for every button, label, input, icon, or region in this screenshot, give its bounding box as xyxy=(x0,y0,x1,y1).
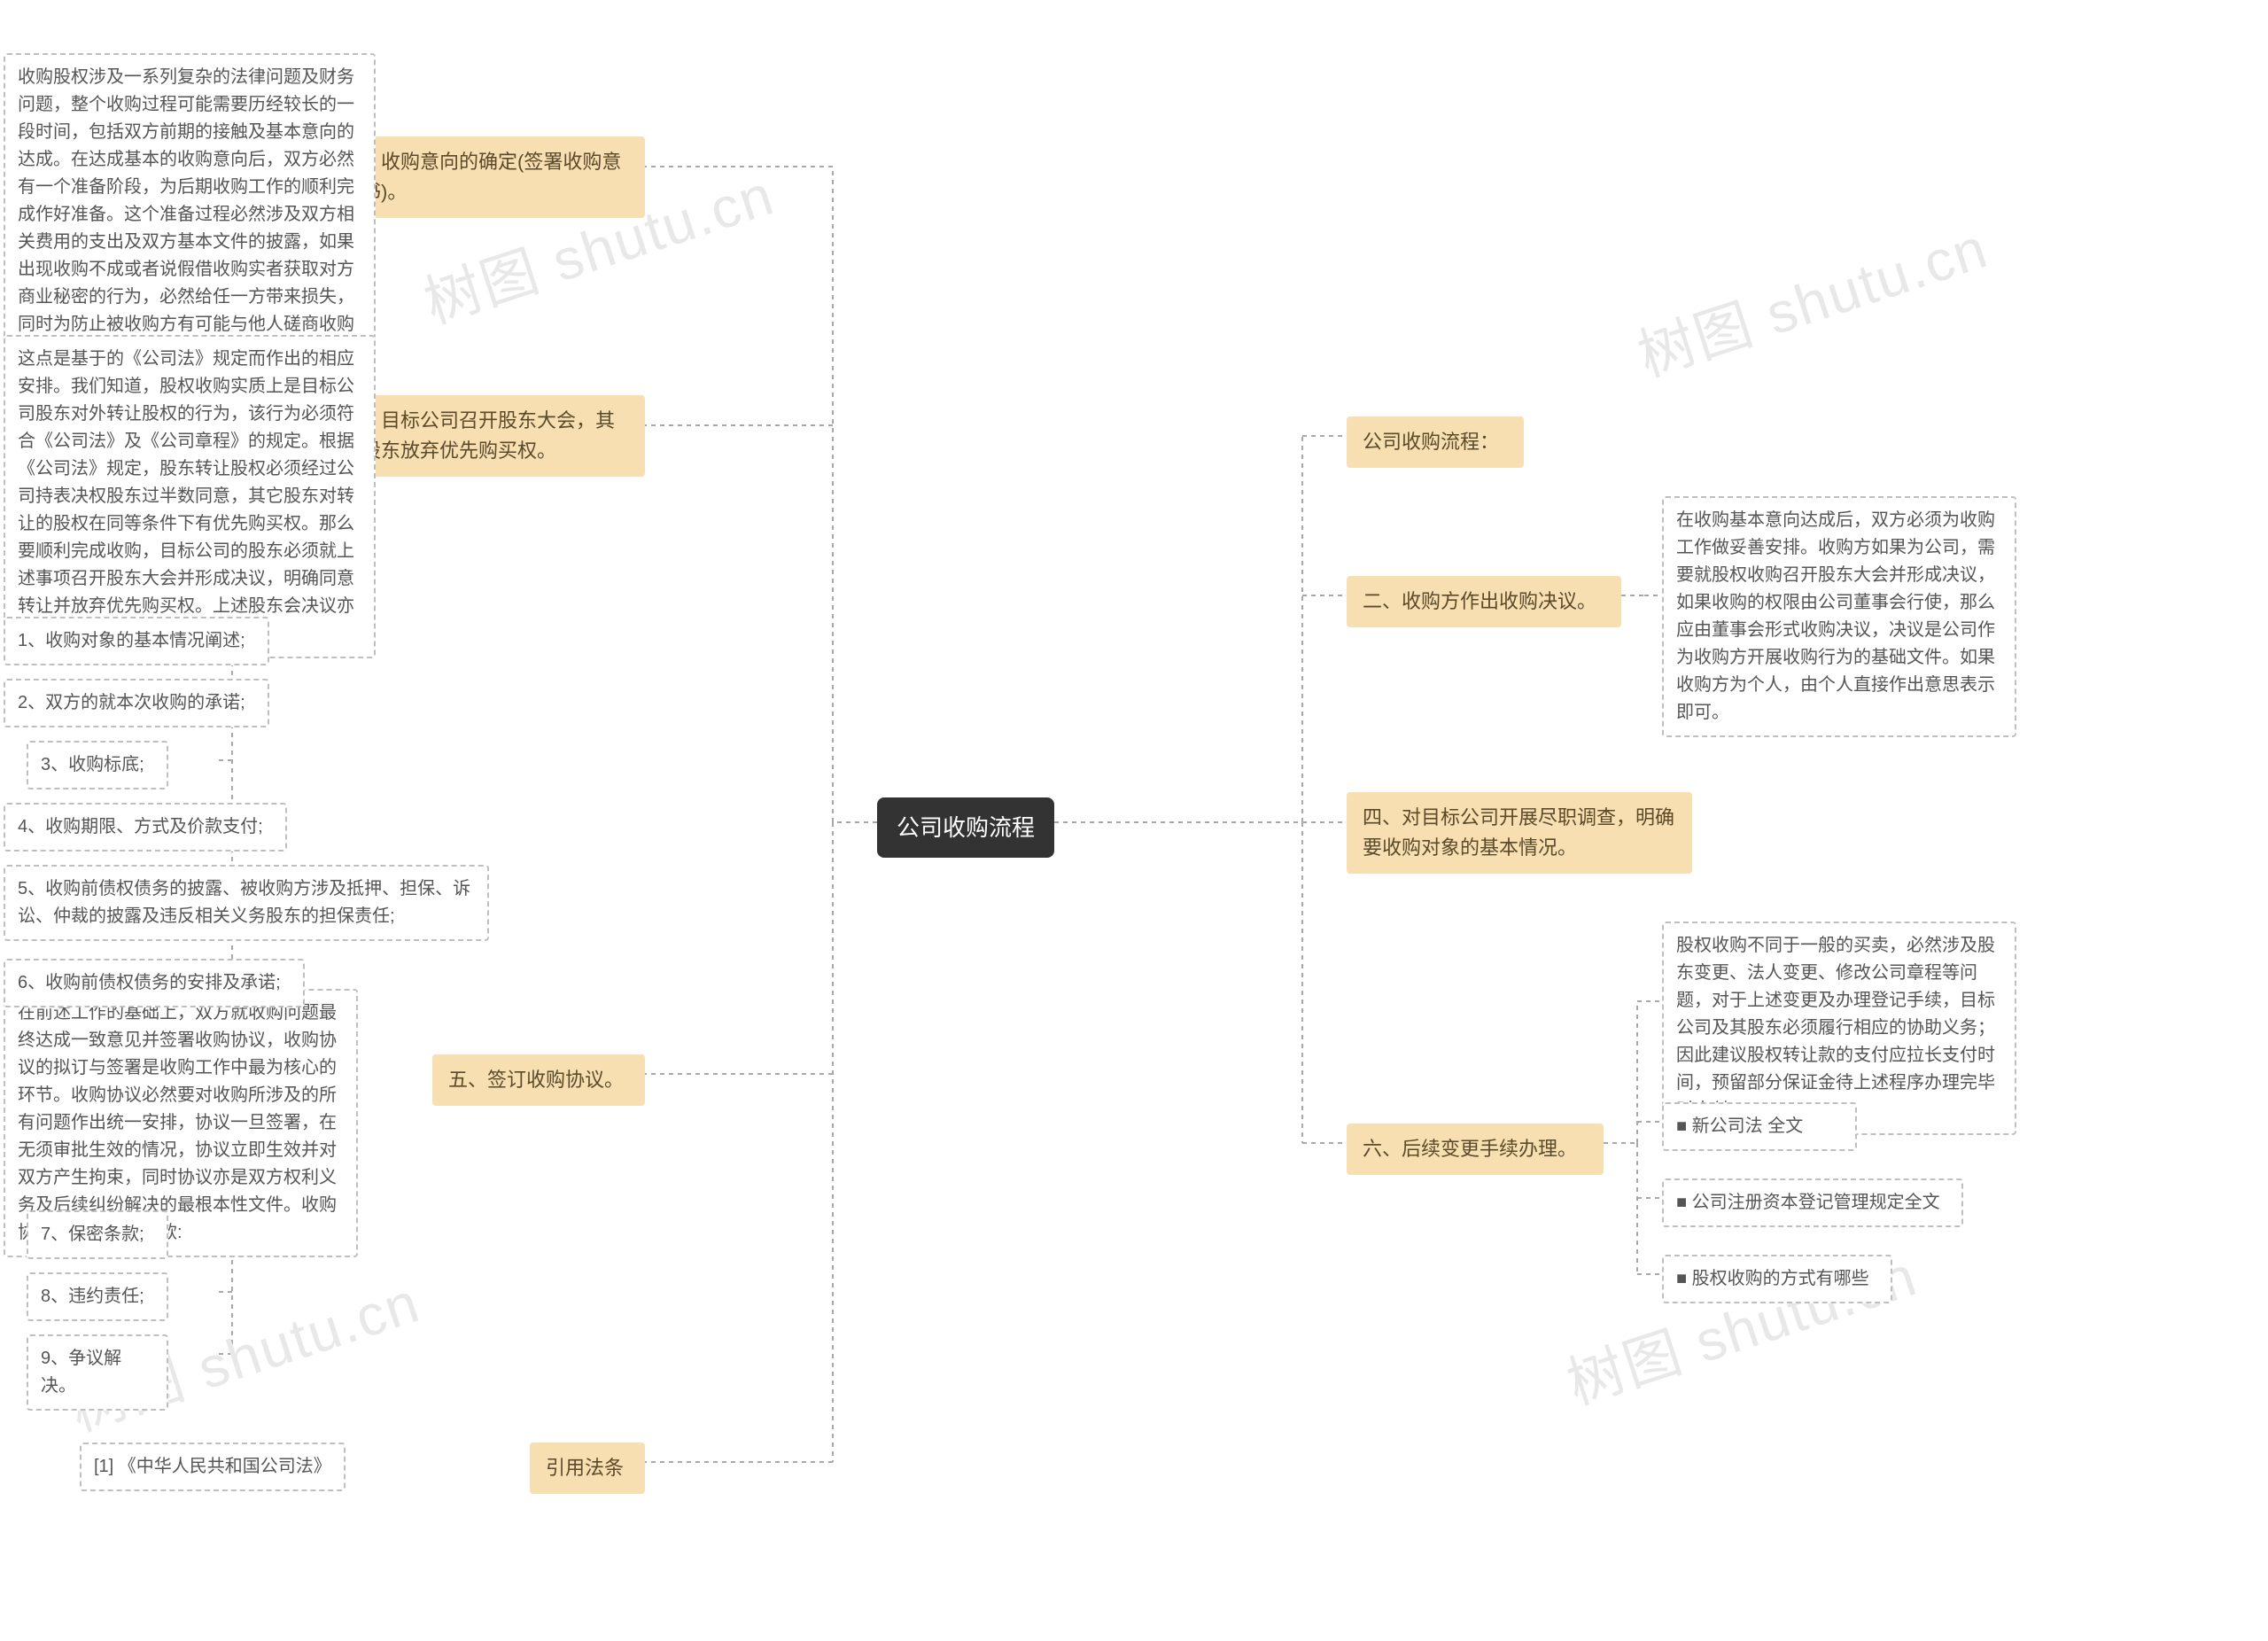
clause-6: 6、收购前债权债务的安排及承诺; xyxy=(4,959,305,1007)
clause-4: 4、收购期限、方式及价款支付; xyxy=(4,803,287,852)
related-link-2[interactable]: ■ 公司注册资本登记管理规定全文 xyxy=(1662,1178,1963,1227)
clause-5: 5、收购前债权债务的披露、被收购方涉及抵押、担保、诉讼、仲裁的披露及违反相关义务… xyxy=(4,865,489,941)
watermark: 树图 shutu.cn xyxy=(1627,203,1997,393)
clause-1: 1、收购对象的基本情况阐述; xyxy=(4,617,269,665)
clause-3: 3、收购标底; xyxy=(27,741,168,789)
detail-step-3: 这点是基于的《公司法》规定而作出的相应安排。我们知道，股权收购实质上是目标公司股… xyxy=(4,335,376,658)
related-link-1[interactable]: ■ 新公司法 全文 xyxy=(1662,1102,1857,1151)
topic-step-5[interactable]: 五、签订收购协议。 xyxy=(432,1054,645,1106)
topic-step-2[interactable]: 二、收购方作出收购决议。 xyxy=(1347,576,1621,627)
topic-step-4[interactable]: 四、对目标公司开展尽职调查，明确要收购对象的基本情况。 xyxy=(1347,792,1692,874)
topic-step-6[interactable]: 六、后续变更手续办理。 xyxy=(1347,1124,1604,1175)
topic-process-heading[interactable]: 公司收购流程： xyxy=(1347,416,1524,468)
law-citation: [1] 《中华人民共和国公司法》 xyxy=(80,1443,346,1491)
clause-8: 8、违约责任; xyxy=(27,1272,168,1321)
mindmap-canvas: 树图 shutu.cn 树图 shutu.cn 树图 shutu.cn 树图 s… xyxy=(0,0,2268,1641)
detail-step-2: 在收购基本意向达成后，双方必须为收购工作做妥善安排。收购方如果为公司，需要就股权… xyxy=(1662,496,2016,737)
topic-law-ref[interactable]: 引用法条 xyxy=(530,1443,645,1494)
related-link-3[interactable]: ■ 股权收购的方式有哪些 xyxy=(1662,1255,1892,1303)
clause-9: 9、争议解决。 xyxy=(27,1334,168,1411)
clause-7: 7、保密条款; xyxy=(27,1210,168,1259)
clause-2: 2、双方的就本次收购的承诺; xyxy=(4,679,269,727)
root-node[interactable]: 公司收购流程 xyxy=(877,797,1054,858)
